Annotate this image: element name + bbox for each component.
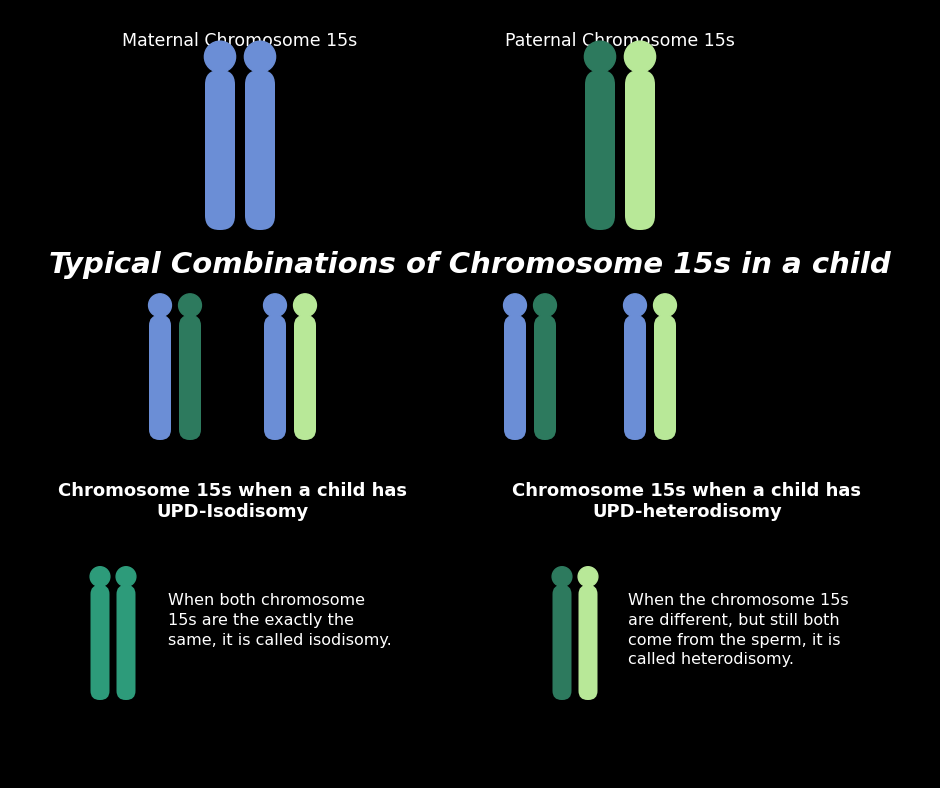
Circle shape xyxy=(293,294,317,317)
Circle shape xyxy=(552,567,572,586)
FancyBboxPatch shape xyxy=(149,315,171,440)
FancyBboxPatch shape xyxy=(553,585,572,700)
FancyBboxPatch shape xyxy=(534,315,556,440)
Circle shape xyxy=(578,567,598,586)
Circle shape xyxy=(204,41,236,72)
FancyBboxPatch shape xyxy=(264,315,286,440)
Circle shape xyxy=(149,294,171,317)
Circle shape xyxy=(624,41,655,72)
FancyBboxPatch shape xyxy=(624,315,646,440)
FancyBboxPatch shape xyxy=(205,70,235,230)
FancyBboxPatch shape xyxy=(294,315,316,440)
FancyBboxPatch shape xyxy=(578,585,598,700)
Circle shape xyxy=(653,294,677,317)
Text: When the chromosome 15s
are different, but still both
come from the sperm, it is: When the chromosome 15s are different, b… xyxy=(628,593,849,667)
FancyBboxPatch shape xyxy=(179,315,201,440)
Text: Chromosome 15s when a child has
UPD-Isodisomy: Chromosome 15s when a child has UPD-Isod… xyxy=(57,482,406,521)
Circle shape xyxy=(534,294,556,317)
FancyBboxPatch shape xyxy=(117,585,135,700)
Circle shape xyxy=(504,294,526,317)
Text: Chromosome 15s when a child has
UPD-heterodisomy: Chromosome 15s when a child has UPD-hete… xyxy=(512,482,861,521)
Circle shape xyxy=(585,41,616,72)
FancyBboxPatch shape xyxy=(504,315,526,440)
FancyBboxPatch shape xyxy=(585,70,615,230)
Text: Typical Combinations of Chromosome 15s in a child: Typical Combinations of Chromosome 15s i… xyxy=(49,251,891,279)
Circle shape xyxy=(90,567,110,586)
Circle shape xyxy=(623,294,647,317)
Circle shape xyxy=(179,294,201,317)
Circle shape xyxy=(244,41,275,72)
Text: Paternal Chromosome 15s: Paternal Chromosome 15s xyxy=(505,32,735,50)
Text: When both chromosome
15s are the exactly the
same, it is called isodisomy.: When both chromosome 15s are the exactly… xyxy=(168,593,392,648)
Circle shape xyxy=(263,294,287,317)
FancyBboxPatch shape xyxy=(654,315,676,440)
Text: Maternal Chromosome 15s: Maternal Chromosome 15s xyxy=(122,32,357,50)
Circle shape xyxy=(117,567,136,586)
FancyBboxPatch shape xyxy=(625,70,655,230)
FancyBboxPatch shape xyxy=(90,585,109,700)
FancyBboxPatch shape xyxy=(245,70,275,230)
